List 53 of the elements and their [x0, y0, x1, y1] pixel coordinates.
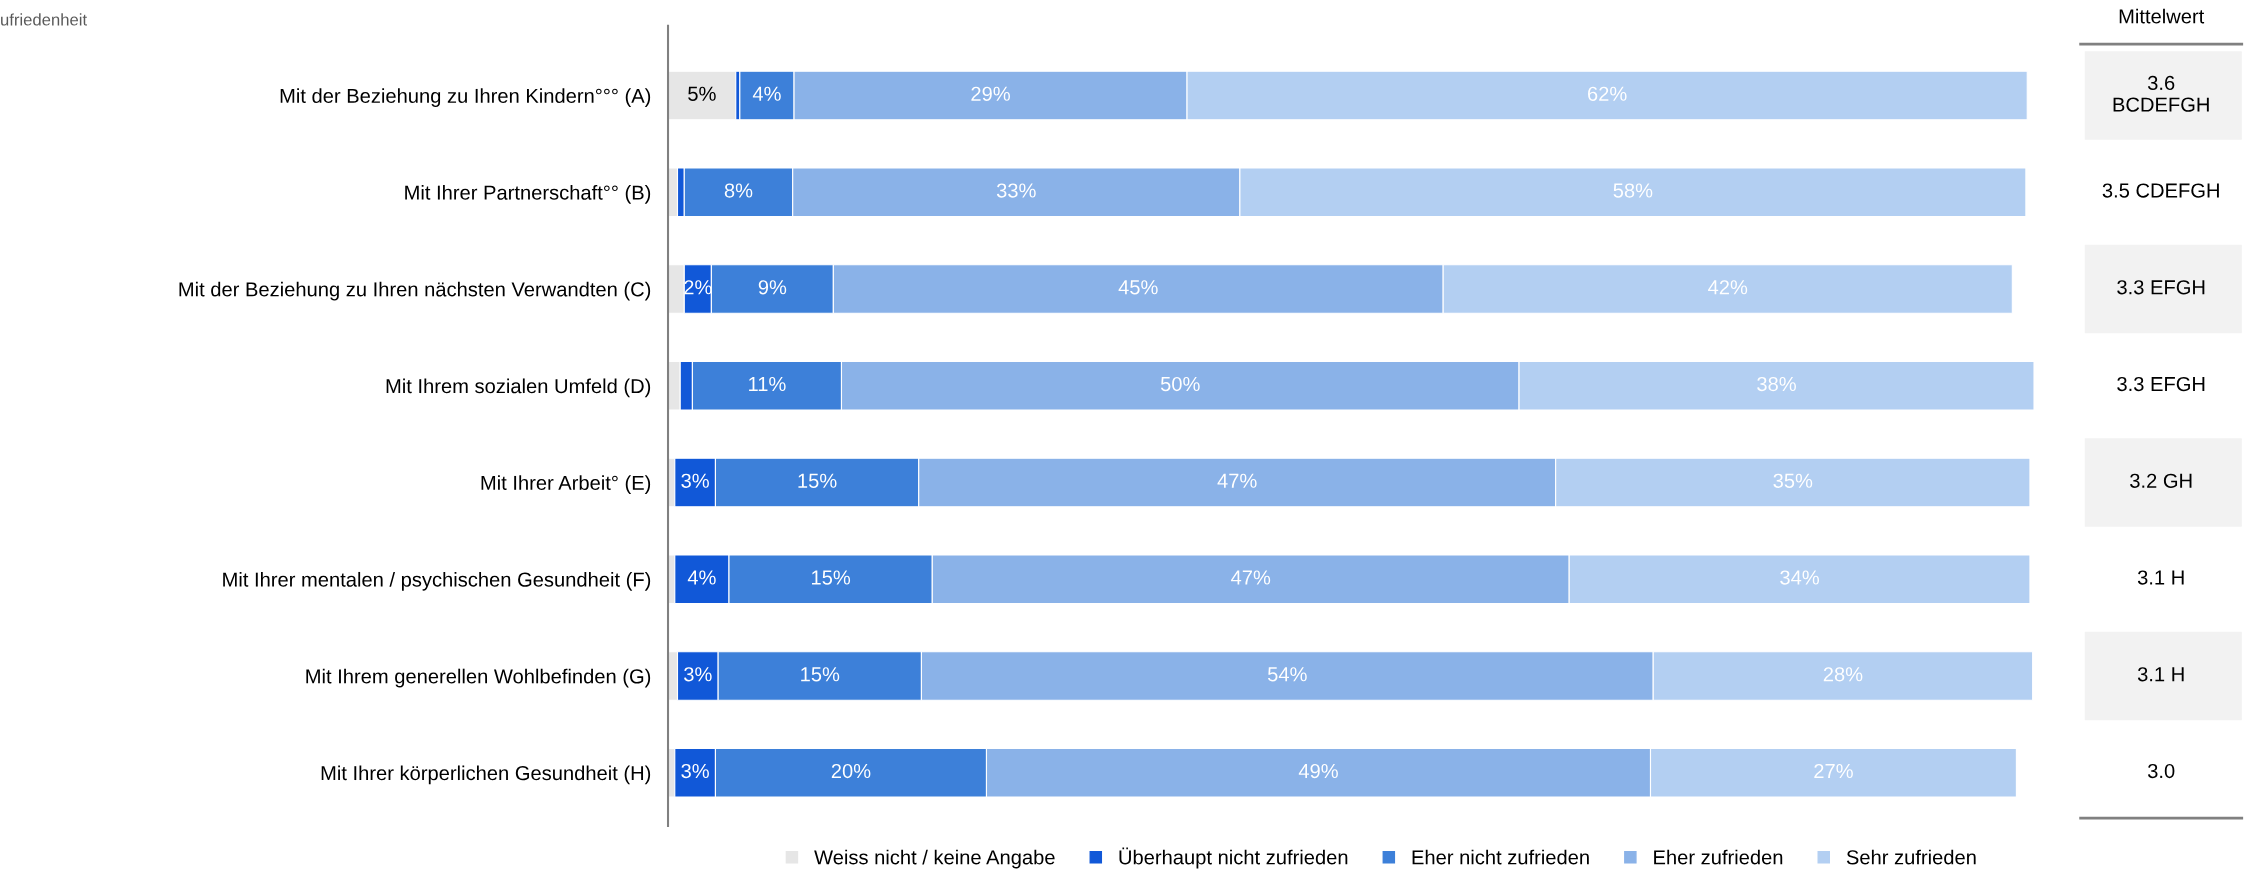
- data-label: 5%: [688, 86, 716, 101]
- data-label: 42%: [1708, 280, 1748, 295]
- data-label: 54%: [1267, 667, 1307, 682]
- legend-label: Eher nicht zufrieden: [1412, 849, 1589, 865]
- y-tick-label: Mit der Beziehung zu Ihren Kindern°°° (A): [280, 88, 651, 107]
- text: 3.6 BCDEFGH: [2113, 75, 2209, 112]
- data-label: 27%: [1814, 763, 1853, 779]
- text: 3.5 CDEFGH: [2102, 183, 2219, 198]
- y-tick-label: Mit Ihrem generellen Wohlbefinden (G): [306, 668, 651, 688]
- data-label: 3%: [681, 473, 709, 488]
- legend-label: Eher zufrieden: [1654, 849, 1783, 865]
- data-label: 38%: [1757, 376, 1796, 392]
- data-label: 3%: [684, 667, 712, 682]
- y-tick-label: Mit Ihrer Arbeit° (E): [481, 475, 651, 494]
- data-label: 20%: [831, 763, 871, 779]
- data-label: 50%: [1160, 376, 1200, 392]
- text: 3.1 H: [2137, 570, 2184, 585]
- text: 3.1 H: [2137, 667, 2184, 682]
- data-label: 15%: [801, 667, 840, 682]
- text: 3.0: [2147, 763, 2175, 779]
- data-label: 33%: [996, 183, 1036, 198]
- data-label: 3%: [681, 763, 709, 779]
- data-label: 58%: [1613, 183, 1653, 198]
- y-tick-label: Mit Ihrer mentalen / psychischen Gesundheit (F): [223, 571, 651, 591]
- y-tick-label: Mit Ihrer körperlichen Gesundheit (H): [321, 765, 651, 785]
- data-label: 49%: [1298, 763, 1338, 779]
- data-label: 8%: [724, 183, 753, 198]
- data-label: 34%: [1780, 570, 1819, 585]
- data-label: 35%: [1773, 473, 1813, 488]
- data-label: 15%: [798, 473, 837, 488]
- legend-label: Weiss nicht / keine Angabe: [814, 849, 1055, 869]
- data-label: 4%: [687, 570, 716, 585]
- data-label: 4%: [752, 86, 781, 101]
- text: Mittelwert: [2119, 8, 2205, 24]
- data-label: 45%: [1118, 280, 1158, 295]
- legend-label: Sehr zufrieden: [1846, 849, 1976, 865]
- data-label: 11%: [749, 376, 786, 392]
- bar: [668, 70, 737, 121]
- data-label: 9%: [758, 280, 787, 295]
- data-label: 47%: [1231, 570, 1271, 585]
- y-tick-label: Mit Ihrem sozialen Umfeld (D): [386, 378, 651, 398]
- text: 3.3 EFGH: [2117, 376, 2205, 392]
- data-label: 15%: [812, 570, 851, 585]
- text: 3.3 EFGH: [2117, 280, 2205, 295]
- data-label: 28%: [1823, 667, 1863, 682]
- y-tick-label: Mit der Beziehung zu Ihren nächsten Verwandten (C): [179, 281, 651, 301]
- legend-label: Überhaupt nicht zufrieden: [1119, 847, 1348, 869]
- text: 3.2 GH: [2130, 473, 2192, 488]
- data-label: 29%: [971, 86, 1010, 101]
- data-label: 47%: [1217, 473, 1257, 488]
- data-label: 62%: [1588, 86, 1627, 101]
- text: ufriedenheit: [1, 13, 87, 26]
- y-tick-label: Mit Ihrer Partnerschaft°° (B): [405, 184, 651, 204]
